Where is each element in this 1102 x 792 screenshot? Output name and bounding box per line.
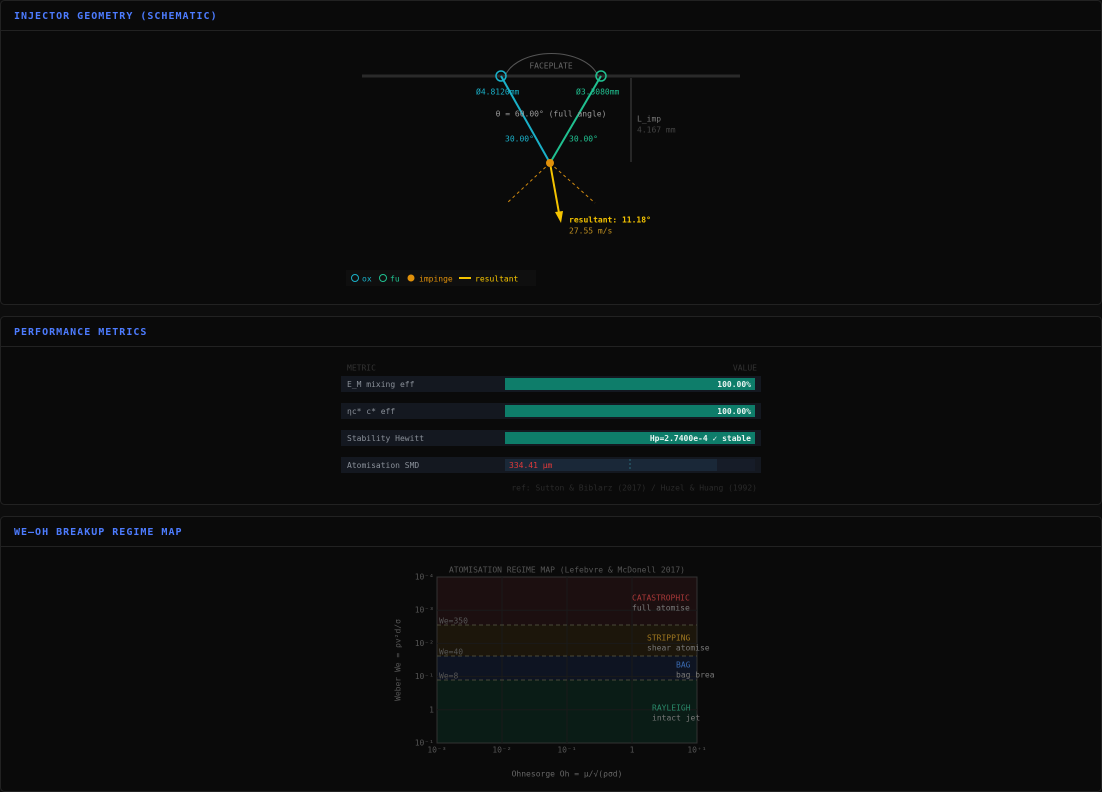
- x-tick-label: 10⁺¹: [687, 746, 706, 755]
- y-tick-label: 1: [429, 705, 434, 714]
- value-bar: [505, 459, 717, 471]
- regime-name: BAG: [676, 661, 691, 670]
- resultant-label: resultant: 11.18°: [569, 216, 651, 225]
- l-imp-label: L_imp: [637, 115, 661, 124]
- x-tick-label: 10⁻³: [427, 746, 446, 755]
- metrics-table: METRIC VALUE ref: Sutton & Biblarz (2017…: [341, 364, 761, 493]
- legend-label: ox: [362, 275, 372, 284]
- x-axis-label: Ohnesorge Oh = μ/√(ρσd): [512, 770, 623, 779]
- regime-desc: shear atomise: [647, 644, 710, 653]
- table-header: METRIC: [347, 364, 376, 373]
- regime-map: ATOMISATION REGIME MAP (Lefebvre & McDon…: [394, 566, 715, 779]
- y-tick-label: 10⁻¹: [415, 672, 434, 681]
- spray-edge: [549, 162, 596, 204]
- ox-diameter: Ø4.8120mm: [476, 87, 520, 97]
- resultant-arrow: [549, 162, 560, 214]
- reference: ref: Sutton & Biblarz (2017) / Huzel & H…: [511, 484, 757, 493]
- y-tick-label: 10⁻³: [415, 606, 434, 615]
- value-bar: [505, 378, 755, 390]
- l-imp-value: 4.167 mm: [637, 126, 676, 135]
- legend-swatch: [407, 274, 415, 282]
- geometry-schematic: FACEPLATE Ø4.8120mm Ø3.3080mm θ = 60.00°…: [346, 52, 740, 286]
- panel-title: INJECTOR GEOMETRY (SCHEMATIC): [14, 11, 218, 22]
- panel-title: WE–OH BREAKUP REGIME MAP: [14, 527, 183, 538]
- metric-name: Atomisation SMD: [347, 461, 419, 470]
- fu-angle: 30.00°: [569, 135, 598, 144]
- legend-swatch: [351, 274, 359, 282]
- spray-edge: [506, 162, 551, 204]
- regime-name: STRIPPING: [647, 634, 691, 643]
- fu-jet: [549, 75, 602, 164]
- fu-orifice: [595, 70, 607, 82]
- full-angle: θ = 60.00° (full angle): [496, 110, 607, 119]
- legend-label: impinge: [419, 275, 453, 284]
- faceplate-label: FACEPLATE: [529, 62, 573, 71]
- regime-desc: intact jet: [652, 714, 700, 723]
- regime-desc: bag brea: [676, 671, 715, 680]
- value-bar: [505, 432, 755, 444]
- metric-value: Hp=2.7400e-4 ✓ stable: [650, 434, 751, 443]
- threshold-label: We=350: [439, 617, 468, 626]
- arrow-head: [555, 211, 563, 223]
- regime-name: CATASTROPHIC: [632, 594, 690, 603]
- y-tick-label: 10⁻⁴: [415, 573, 434, 582]
- metric-name: Stability Hewitt: [347, 434, 424, 443]
- legend: [346, 270, 536, 286]
- fu-diameter: Ø3.3080mm: [576, 87, 620, 97]
- table-header: VALUE: [733, 364, 757, 373]
- ox-angle: 30.00°: [505, 135, 534, 144]
- ox-orifice: [495, 70, 507, 82]
- legend-label: fu: [390, 275, 400, 284]
- metric-value: 334.41 μm: [509, 461, 553, 470]
- panel: [0, 0, 1102, 305]
- chart-title: ATOMISATION REGIME MAP (Lefebvre & McDon…: [449, 566, 685, 575]
- x-tick-label: 10⁻¹: [557, 746, 576, 755]
- impinge-point: [546, 159, 554, 167]
- regime-desc: full atomise: [632, 604, 690, 613]
- y-axis-label: Weber We = ρv²d/σ: [394, 619, 403, 701]
- y-tick-label: 10⁻²: [415, 639, 434, 648]
- regime-name: RAYLEIGH: [652, 704, 691, 713]
- velocity-label: 27.55 m/s: [569, 227, 613, 236]
- metric-name: E_M mixing eff: [347, 380, 415, 389]
- legend-label: resultant: [475, 275, 519, 284]
- threshold-label: We=40: [439, 648, 463, 657]
- angle-arc: [504, 52, 599, 77]
- panel-title: PERFORMANCE METRICS: [14, 327, 147, 338]
- metric-value: 100.00%: [717, 407, 751, 416]
- legend-swatch: [379, 274, 387, 282]
- threshold-label: We=8: [439, 672, 458, 681]
- y-tick-label: 10⁻¹: [415, 739, 434, 748]
- x-tick-label: 10⁻²: [492, 746, 511, 755]
- metric-name: ηc* c* eff: [347, 407, 395, 416]
- ox-jet: [500, 75, 551, 164]
- metric-value: 100.00%: [717, 380, 751, 389]
- value-bar: [505, 405, 755, 417]
- x-tick-label: 1: [630, 746, 635, 755]
